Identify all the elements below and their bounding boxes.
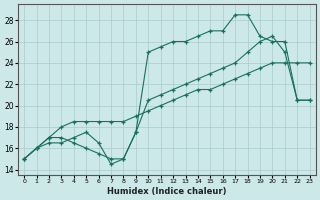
X-axis label: Humidex (Indice chaleur): Humidex (Indice chaleur)	[107, 187, 227, 196]
